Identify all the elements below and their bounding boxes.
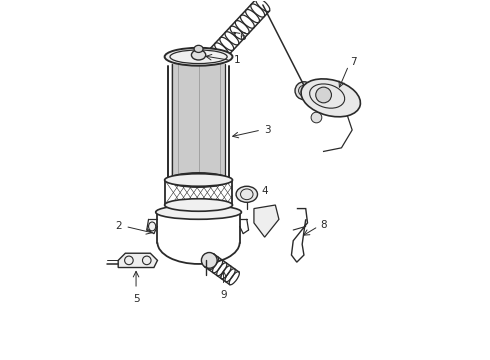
Text: 7: 7 <box>350 57 357 67</box>
Text: 3: 3 <box>265 125 271 135</box>
Text: 6: 6 <box>240 32 246 42</box>
Ellipse shape <box>301 79 361 117</box>
Polygon shape <box>254 205 279 237</box>
Ellipse shape <box>201 252 217 268</box>
Ellipse shape <box>236 186 258 202</box>
Text: 4: 4 <box>261 186 268 196</box>
Text: 5: 5 <box>133 294 139 304</box>
Ellipse shape <box>165 174 232 186</box>
Ellipse shape <box>194 45 203 53</box>
Ellipse shape <box>192 50 206 60</box>
Ellipse shape <box>165 48 232 66</box>
Ellipse shape <box>148 222 156 231</box>
Ellipse shape <box>156 205 242 219</box>
Polygon shape <box>118 253 157 267</box>
Circle shape <box>311 112 322 123</box>
Ellipse shape <box>209 48 223 62</box>
Text: 8: 8 <box>320 220 327 230</box>
Ellipse shape <box>168 173 229 187</box>
Circle shape <box>316 87 331 103</box>
Text: 1: 1 <box>234 55 241 65</box>
Ellipse shape <box>165 199 232 211</box>
Ellipse shape <box>295 82 313 100</box>
Text: 9: 9 <box>220 290 227 300</box>
Text: 2: 2 <box>115 221 122 231</box>
